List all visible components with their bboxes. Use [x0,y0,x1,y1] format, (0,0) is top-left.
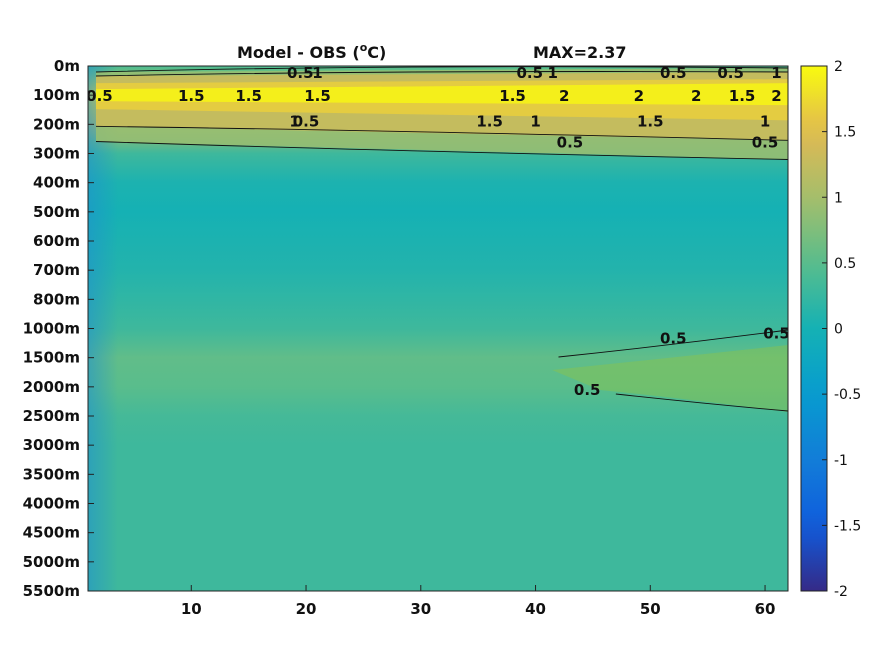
contour-label: 1 [760,112,770,130]
y-tick-label: 100m [33,86,80,104]
contour-label: 0.5 [717,64,744,82]
deep-warm-patch [552,345,788,412]
contour-label: 0.5 [293,112,320,130]
contour-label: 1.5 [304,87,331,105]
colorbar-tick-label: -1.5 [834,518,861,534]
warm-band-2 [96,83,788,106]
y-tick-label: 3000m [23,436,80,454]
colorbar-tick-label: 0 [834,322,843,338]
y-tick-label: 400m [33,174,80,192]
contour-label: 0.5 [660,330,687,348]
contour-lines [95,66,788,412]
x-tick-label: 50 [640,600,661,618]
y-tick-label: 4500m [23,524,80,542]
y-tick-label: 300m [33,145,80,163]
x-tick-label: 10 [181,600,202,618]
y-tick-label: 3500m [23,465,80,483]
contour-label: 0.5 [660,64,687,82]
contour-label: 0.5 [752,134,779,152]
contour-label: 0.5 [574,381,601,399]
contour-label: 1 [530,112,540,130]
contour-label: 2 [559,87,569,105]
chart-title: Model - OBS (oC) [237,41,386,62]
contour-label: 1.5 [499,87,526,105]
contour-label: 2 [634,87,644,105]
y-tick-label: 5000m [23,553,80,571]
heatmap-area: 0.51 0.5 1 0.5 0.5 10.5 1.5 1.5 1.5 1.5 2 2 2 1.5 21 1.… [86,64,790,591]
colorbar-tick-label: 1 [834,190,843,206]
contour-label: 0.5 [763,325,790,343]
x-tick-label: 20 [296,600,317,618]
y-tick-label: 4000m [23,495,80,513]
x-axis: 10 20 30 40 50 60 [181,585,776,618]
contour-1-bottom [95,125,788,141]
contour-0p5-top [95,66,788,73]
x-tick-label: 30 [410,600,431,618]
y-tick-label: 0m [54,57,80,75]
y-tick-label: 5500m [23,582,80,600]
colorbar-tick-label: -2 [834,584,848,600]
contour-label: 1 [312,64,322,82]
contour-label: 1 [771,64,781,82]
contour-label: 0.5 [287,64,314,82]
x-tick-label: 40 [525,600,546,618]
y-tick-label: 2000m [23,378,80,396]
y-tick-label: 700m [33,261,80,279]
contour-label: 0.5 [557,134,584,152]
contour-label: 1 [289,112,299,130]
y-tick-label: 500m [33,203,80,221]
colorbar-tick-label: 0.5 [834,256,856,272]
max-value-title: MAX=2.37 [533,43,627,62]
contour-0p5-bottom [95,141,788,160]
y-tick-label: 2500m [23,407,80,425]
y-axis: 0m 100m 200m 300m 400m 500m 600m 700m 800m 1000m 1… [23,57,94,600]
colorbar-tick-label: 1.5 [834,125,856,141]
colorbar-tick-label: 2 [834,59,843,75]
contour-label: 2 [691,87,701,105]
y-tick-label: 1500m [23,349,80,367]
x-tick-label: 60 [755,600,776,618]
colorbar-tick-label: -0.5 [834,387,861,403]
contour-label: 1.5 [235,87,262,105]
contour-1-top [95,71,788,77]
colorbar-tick-label: -1 [834,453,848,469]
y-tick-label: 200m [33,115,80,133]
y-tick-label: 600m [33,232,80,250]
contour-0p5-deep-top [558,329,788,358]
contour-label: 0.5 [517,64,544,82]
y-tick-label: 800m [33,290,80,308]
contour-label: 1 [548,64,558,82]
contour-label: 0.5 [86,87,113,105]
contour-0p5-deep-bottom [615,393,788,412]
contour-label: 1.5 [178,87,205,105]
contour-label: 2 [771,87,781,105]
colorbar-ticks: 2 1.5 1 0.5 0 -0.5 -1 -1.5 -2 [822,59,861,600]
contour-label: 1.5 [637,112,664,130]
y-tick-label: 1000m [23,320,80,338]
contour-labels: 0.51 0.5 1 0.5 0.5 10.5 1.5 1.5 1.5 1.5 2 2 2 1.5 21 1.… [86,64,790,399]
contour-label: 1.5 [476,112,503,130]
contour-label: 1.5 [729,87,756,105]
